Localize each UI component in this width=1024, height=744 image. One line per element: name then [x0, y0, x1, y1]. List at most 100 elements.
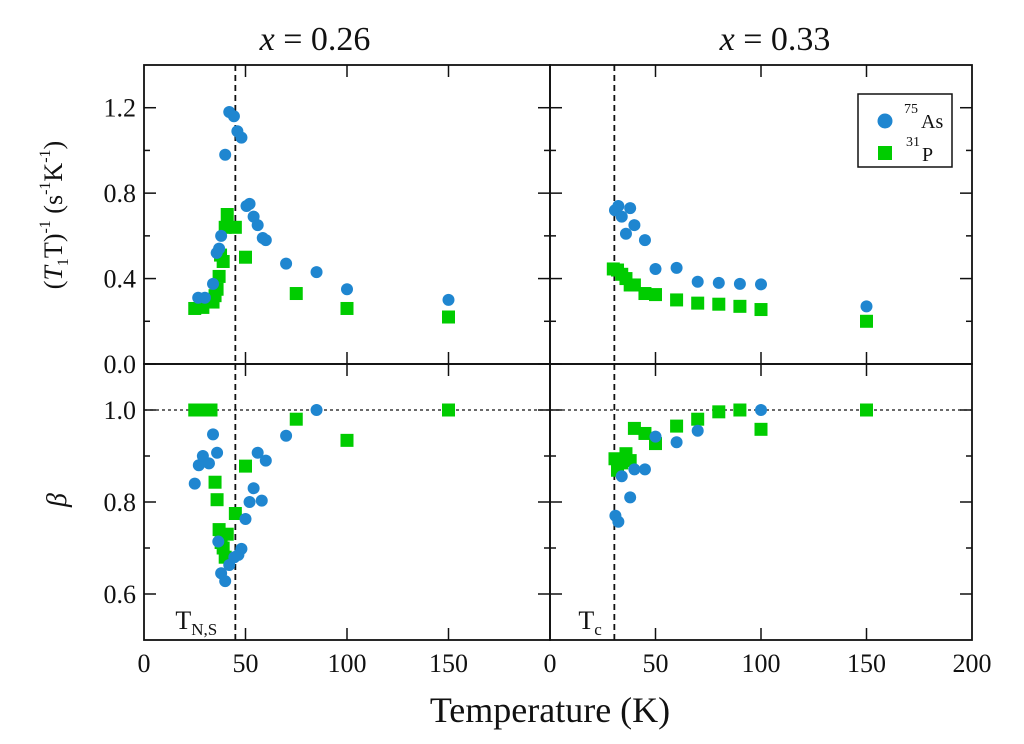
data-point-75As [624, 491, 637, 504]
data-point-75As [280, 257, 293, 270]
data-point-75As [280, 429, 293, 442]
data-point-75As [624, 202, 637, 215]
panel-beta-col0: 0.6 0.8 1.0 0 50 100 150 TN,S [104, 363, 551, 678]
transition-label-sub: c [594, 620, 602, 639]
x-tick-label: 200 [953, 649, 992, 678]
x-tick-label: 0 [544, 649, 557, 678]
data-point-75As [207, 428, 220, 441]
panel-relaxation-col0: 0.0 0.4 0.8 1.2 [104, 64, 551, 379]
data-point-31P [733, 403, 747, 417]
data-point-75As [670, 436, 683, 449]
data-point-31P [196, 300, 210, 314]
data-point-31P [670, 293, 684, 307]
transition-label: TN,S [175, 606, 217, 639]
data-point-75As [235, 131, 248, 144]
data-point-75As [215, 229, 228, 242]
data-point-75As [212, 535, 225, 548]
data-point-31P [712, 297, 726, 311]
panel-frame [143, 64, 551, 365]
data-point-31P [289, 287, 303, 301]
data-point-31P [754, 422, 768, 436]
data-point-75As [341, 283, 353, 296]
data-point-31P [208, 475, 222, 489]
data-point-75As [202, 457, 215, 470]
data-point-31P [860, 403, 873, 417]
legend-as-sup: 75 [904, 102, 918, 117]
column-title-right: x = 0.33 [719, 21, 831, 58]
data-point-31P [627, 278, 641, 292]
x-tick-label: 150 [847, 649, 886, 678]
data-point-75As [192, 459, 205, 472]
transition-label-main: T [175, 606, 191, 635]
data-point-75As [733, 277, 746, 290]
data-point-75As [198, 291, 211, 304]
data-point-31P [204, 403, 218, 417]
data-point-75As [860, 300, 873, 313]
data-point-75As [691, 275, 704, 288]
data-point-75As [247, 482, 260, 495]
data-point-31P [670, 419, 684, 433]
data-point-75As [251, 219, 264, 232]
data-point-75As [219, 148, 232, 161]
data-point-75As [211, 446, 224, 459]
data-point-75As [310, 404, 323, 416]
data-point-31P [239, 459, 252, 473]
y-tick-label: 0.4 [104, 265, 137, 294]
y-tick-label: 0.8 [104, 179, 137, 208]
data-point-75As [207, 277, 220, 290]
data-point-31P [733, 299, 747, 313]
data-point-75As [310, 266, 323, 279]
x-tick-label: 100 [328, 649, 367, 678]
data-point-75As [755, 278, 767, 291]
data-point-31P [340, 433, 354, 447]
column-title-left: x = 0.26 [259, 21, 371, 58]
y-axis-label-relaxation: (T1T)-1 (s-1K-1) [37, 141, 72, 289]
data-point-75As [755, 404, 767, 416]
x-tick-label: 50 [643, 649, 669, 678]
y-tick-label: 0.8 [104, 488, 137, 517]
y-axis-label-beta: β [42, 493, 73, 508]
data-point-31P [754, 303, 768, 317]
legend-box [857, 93, 953, 168]
data-point-31P [649, 288, 662, 302]
y-tick-label: 1.0 [104, 396, 137, 425]
data-point-31P [860, 314, 873, 328]
x-axis-label: Temperature (K) [430, 690, 670, 730]
data-point-31P [712, 405, 726, 419]
data-point-31P [442, 403, 455, 417]
x-tick-label: 150 [429, 649, 468, 678]
y-tick-label: 1.2 [104, 94, 137, 123]
data-point-75As [251, 446, 264, 459]
data-point-75As [670, 261, 683, 274]
y-tick-label: 0.6 [104, 580, 137, 609]
data-point-75As [239, 513, 252, 526]
data-point-75As [188, 477, 201, 490]
data-point-75As [612, 199, 625, 212]
data-point-75As [213, 242, 226, 255]
data-point-75As [219, 575, 232, 588]
data-point-75As [442, 293, 455, 306]
data-point-75As [243, 197, 256, 210]
panel-frame [549, 363, 973, 641]
data-point-75As [649, 262, 662, 275]
data-point-75As [259, 454, 272, 467]
data-point-31P [239, 250, 252, 264]
legend-p-marker [878, 146, 892, 160]
data-point-75As [255, 494, 268, 507]
data-point-75As [619, 227, 632, 240]
legend-p-sup: 31 [906, 135, 920, 150]
data-point-75As [712, 276, 725, 289]
data-point-75As [259, 234, 272, 247]
data-point-75As [649, 430, 662, 443]
data-point-31P [210, 493, 224, 507]
data-point-31P [220, 527, 234, 541]
data-point-31P [228, 220, 242, 234]
transition-label: Tc [578, 606, 602, 639]
data-point-75As [628, 219, 641, 232]
transition-label-main: T [578, 606, 594, 635]
x-tick-label: 50 [233, 649, 259, 678]
data-point-75As [628, 463, 641, 476]
data-point-31P [627, 421, 641, 435]
legend-p-label: P [922, 144, 933, 166]
